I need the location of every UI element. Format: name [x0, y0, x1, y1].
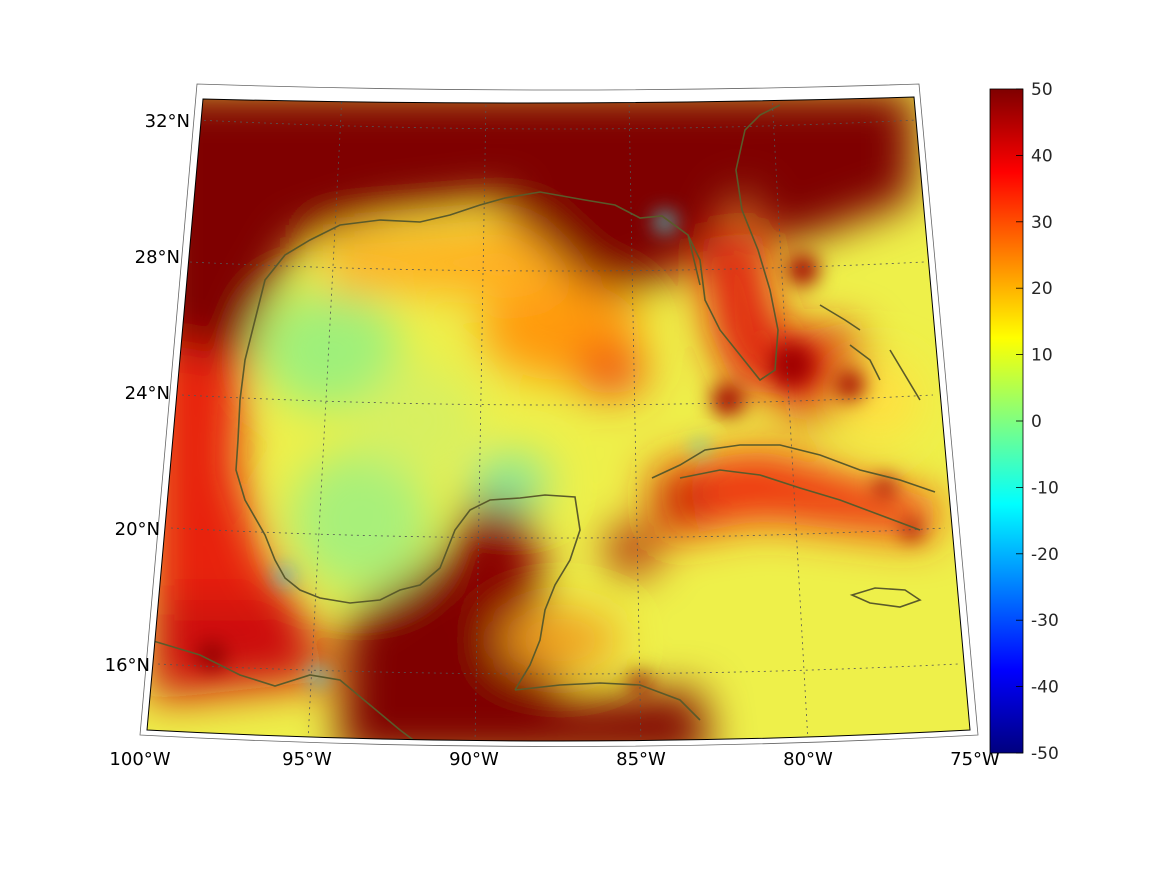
colorbar-tick-label: -30 [1031, 611, 1059, 631]
pacific-coast-path [149, 639, 421, 741]
jamaica-path [849, 587, 922, 608]
latitude-labels: 16°N 20°N 24°N 28°N 32°N [105, 111, 190, 676]
colorbar-tick-label: -50 [1031, 744, 1059, 764]
lat-tick-label: 28°N [135, 247, 180, 268]
honduras-coast-path [514, 682, 701, 721]
longitude-labels: 100°W 95°W 90°W 85°W 80°W 75°W [109, 749, 1000, 770]
graticule [157, 97, 959, 741]
colorbar-tick-label: 40 [1031, 146, 1053, 166]
lon-tick-label: 80°W [783, 749, 833, 770]
lat-tick-label: 16°N [105, 655, 150, 676]
colorbar-tick-label: 10 [1031, 346, 1053, 366]
gulf-coast-path [235, 191, 701, 691]
bahamas-path [819, 304, 921, 401]
colorbar: 50 40 30 20 10 0 -10 -20 -30 -40 -50 [989, 80, 1059, 764]
colorbar-tick-label: -20 [1031, 545, 1059, 565]
florida-path [687, 104, 781, 382]
map-frame-outer [139, 83, 979, 747]
colorbar-tick-label: 0 [1031, 412, 1042, 432]
colorbar-tick-label: 30 [1031, 213, 1053, 233]
colorbar-tick-label: 20 [1031, 279, 1053, 299]
heatmap-field [147, 97, 970, 741]
lat-tick-label: 24°N [125, 383, 170, 404]
colorbar-tick-label: -40 [1031, 678, 1059, 698]
coastline [149, 104, 936, 741]
cuba-south-path [679, 469, 921, 531]
lon-tick-label: 90°W [449, 749, 499, 770]
lon-tick-label: 95°W [282, 749, 332, 770]
cuba-path [651, 444, 936, 493]
lon-tick-label: 100°W [109, 749, 170, 770]
colorbar-tick-label: 50 [1031, 80, 1053, 100]
lat-tick-label: 20°N [115, 519, 160, 540]
colorbar-tick-label: -10 [1031, 478, 1059, 498]
lat-tick-label: 32°N [145, 111, 190, 132]
map-frame [146, 96, 971, 742]
colorbar-ticks: 50 40 30 20 10 0 -10 -20 -30 -40 -50 [1016, 80, 1059, 764]
lon-tick-label: 75°W [950, 749, 1000, 770]
lon-tick-label: 85°W [616, 749, 666, 770]
